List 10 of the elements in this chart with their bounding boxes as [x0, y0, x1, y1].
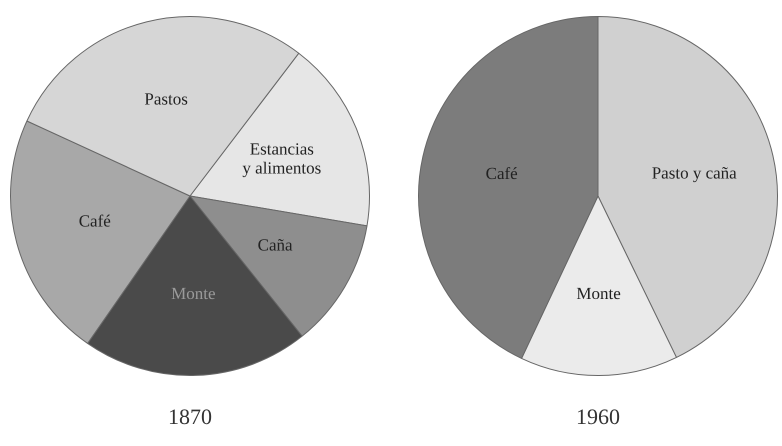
- slice-label: Monte: [171, 284, 216, 304]
- slice-label: Estancias y alimentos: [242, 140, 322, 178]
- slice-label: Café: [78, 211, 111, 230]
- slice-label: Café: [486, 164, 518, 183]
- slice-label: Pasto y caña: [652, 163, 738, 182]
- text: 1870: [167, 404, 213, 430]
- slice-label: Caña: [258, 236, 294, 255]
- slice-label: Pastos: [144, 90, 188, 109]
- slice-label: Monte: [576, 284, 621, 304]
- text: 1960: [575, 404, 621, 430]
